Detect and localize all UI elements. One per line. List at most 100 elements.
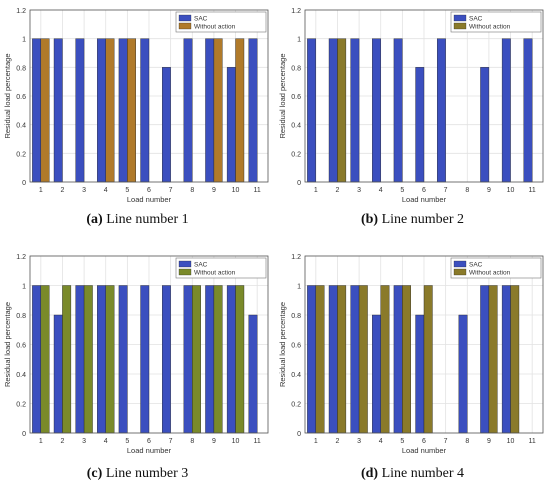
x-axis-label: Load number	[402, 195, 447, 204]
chart-panel-line-1: 0 0.2 0.4 0.6 0.8 1 1.2 1 2 3 4 5 6 7 8 9 10 11 Load numbe…	[0, 0, 275, 246]
x-tick-label: 3	[82, 438, 86, 445]
bar-sac	[226, 67, 236, 183]
x-tick-label: 6	[422, 187, 426, 194]
y-tick-label: 0.8	[16, 65, 26, 72]
bar-sac	[248, 38, 258, 183]
bar-sac	[118, 38, 128, 183]
chart-panel-line-3: 0 0.2 0.4 0.6 0.8 1 1.2 1 2 3 4 5 6 7 8 9 10 11 Load numbe…	[0, 246, 275, 493]
axes-frame	[29, 9, 269, 183]
caption-letter: (d)	[360, 466, 379, 481]
x-tick-label: 8	[190, 187, 194, 194]
bar-chart: 0 0.2 0.4 0.6 0.8 1 1.2 1 2 3 4 5 6 7 8 9 10 11 Load numbe…	[278, 254, 544, 455]
x-tick-label: 9	[487, 438, 491, 445]
y-tick-label: 0.8	[291, 65, 301, 72]
y-tick-label: 0.4	[16, 123, 26, 130]
caption-text: Line number 2	[381, 212, 465, 227]
legend-swatch	[453, 22, 467, 30]
y-tick-label: 1.2	[291, 8, 301, 15]
caption-text: Line number 1	[106, 212, 189, 227]
x-tick-label: 2	[336, 438, 340, 445]
bar-without-action	[315, 285, 325, 434]
y-tick-label: 1	[297, 37, 301, 44]
chart-caption: (a) Line number 1	[0, 212, 275, 228]
legend-box	[175, 257, 267, 279]
caption-letter: (a)	[86, 212, 103, 227]
x-tick-label: 8	[190, 438, 194, 445]
legend-label: SAC	[194, 16, 208, 23]
x-tick-label: 9	[212, 187, 216, 194]
x-tick-label: 2	[61, 438, 65, 445]
x-tick-label: 7	[444, 187, 448, 194]
bar-without-action	[235, 38, 245, 183]
bar-sac	[32, 285, 42, 434]
bar-sac	[350, 38, 360, 183]
x-tick-label: 1	[314, 187, 318, 194]
x-axis-label: Load number	[127, 446, 172, 455]
x-tick-label: 7	[169, 438, 173, 445]
chart-caption: (b) Line number 2	[275, 212, 550, 228]
bar-without-action	[62, 285, 72, 434]
legend-swatch	[453, 14, 467, 22]
y-axis-label: Residual load percentage	[278, 53, 287, 138]
x-tick-label: 1	[39, 187, 43, 194]
y-tick-label: 0.2	[16, 402, 26, 409]
legend-label: Without action	[194, 270, 236, 277]
chart-caption: (c) Line number 3	[0, 466, 275, 482]
x-tick-label: 6	[147, 438, 151, 445]
bar-sac	[75, 285, 85, 434]
y-tick-label: 1	[297, 284, 301, 291]
bar-chart: 0 0.2 0.4 0.6 0.8 1 1.2 1 2 3 4 5 6 7 8 9 10 11 Load numbe…	[278, 8, 544, 204]
x-tick-label: 6	[422, 438, 426, 445]
bar-sac	[75, 38, 85, 183]
bar-sac	[523, 38, 533, 183]
x-tick-label: 1	[314, 438, 318, 445]
caption-letter: (c)	[86, 466, 103, 481]
bar-without-action	[40, 285, 50, 434]
x-tick-label: 8	[465, 438, 469, 445]
bar-without-action	[423, 285, 433, 434]
x-tick-label: 11	[529, 187, 536, 194]
x-tick-label: 5	[125, 187, 129, 194]
bar-without-action	[105, 285, 115, 434]
bar-without-action	[192, 285, 201, 434]
legend-label: Without action	[469, 270, 511, 277]
bar-without-action	[337, 285, 347, 434]
y-tick-label: 0	[297, 431, 301, 438]
legend-swatch	[178, 14, 192, 22]
bar-sac	[415, 67, 425, 183]
x-tick-label: 2	[61, 187, 65, 194]
x-tick-label: 5	[125, 438, 129, 445]
bar-sac	[393, 285, 403, 434]
legend-label: SAC	[469, 16, 483, 23]
y-tick-label: 0.4	[291, 372, 301, 379]
x-tick-label: 9	[212, 438, 216, 445]
x-tick-label: 6	[147, 187, 151, 194]
x-tick-label: 10	[507, 187, 515, 194]
x-tick-label: 2	[336, 187, 340, 194]
x-tick-label: 1	[39, 438, 43, 445]
y-tick-label: 0	[297, 180, 301, 187]
bar-sac	[350, 285, 360, 434]
x-tick-label: 8	[465, 187, 469, 194]
y-tick-label: 1	[22, 37, 26, 44]
x-tick-label: 5	[400, 438, 404, 445]
legend-swatch	[453, 260, 467, 268]
y-tick-label: 1.2	[291, 254, 301, 261]
bar-sac	[140, 38, 150, 183]
bar-chart: 0 0.2 0.4 0.6 0.8 1 1.2 1 2 3 4 5 6 7 8 9 10 11 Load numbe…	[3, 8, 269, 204]
bar-sac	[205, 285, 215, 434]
x-tick-label: 11	[254, 187, 261, 194]
bar-sac	[97, 38, 106, 183]
y-tick-label: 1.2	[16, 8, 26, 15]
bar-without-action	[127, 38, 137, 183]
y-tick-label: 0.6	[291, 343, 301, 350]
legend-label: SAC	[469, 262, 483, 269]
bar-without-action	[83, 285, 93, 434]
y-axis-label: Residual load percentage	[278, 302, 287, 387]
bar-without-action	[488, 285, 498, 434]
bar-sac	[393, 38, 403, 183]
x-tick-label: 4	[379, 187, 383, 194]
bar-without-action	[380, 285, 390, 434]
chart-caption: (d) Line number 4	[275, 466, 550, 482]
y-tick-label: 0.2	[291, 151, 301, 158]
